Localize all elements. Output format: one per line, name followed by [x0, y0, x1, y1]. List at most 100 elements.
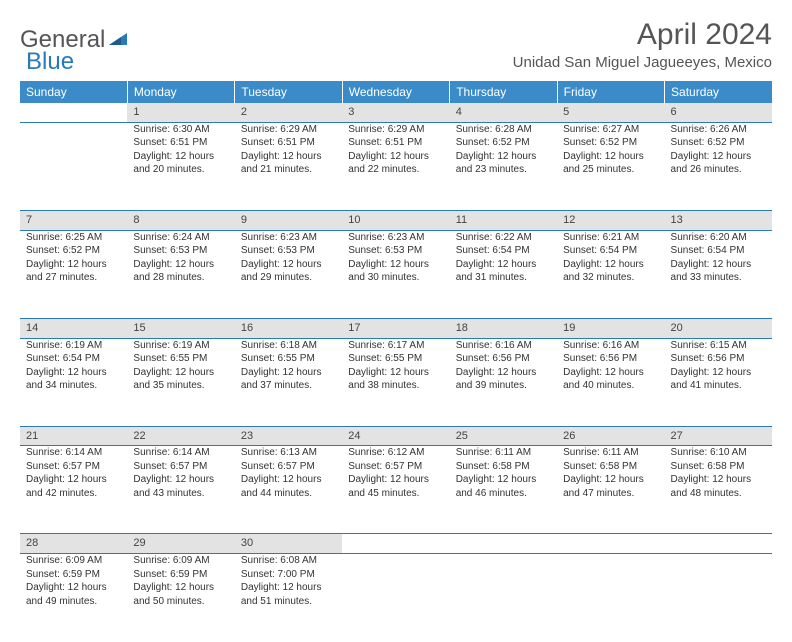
- daylight-text: and 40 minutes.: [563, 379, 658, 393]
- sunrise-text: Sunrise: 6:18 AM: [241, 339, 336, 353]
- sunrise-text: Sunrise: 6:24 AM: [133, 231, 228, 245]
- daylight-text: and 31 minutes.: [456, 271, 551, 285]
- day-cell: Sunrise: 6:19 AMSunset: 6:54 PMDaylight:…: [20, 338, 127, 426]
- daylight-text: Daylight: 12 hours: [26, 258, 121, 272]
- day-cell: Sunrise: 6:11 AMSunset: 6:58 PMDaylight:…: [450, 446, 557, 534]
- sunset-text: Sunset: 6:56 PM: [563, 352, 658, 366]
- sunset-text: Sunset: 6:54 PM: [563, 244, 658, 258]
- day-number-row: 282930: [20, 534, 772, 554]
- day-number: 20: [665, 318, 772, 338]
- day-number: [342, 534, 449, 554]
- day-number: 11: [450, 210, 557, 230]
- sunrise-text: Sunrise: 6:15 AM: [671, 339, 766, 353]
- daylight-text: Daylight: 12 hours: [671, 473, 766, 487]
- sunset-text: Sunset: 6:56 PM: [456, 352, 551, 366]
- day-cell: Sunrise: 6:09 AMSunset: 6:59 PMDaylight:…: [127, 554, 234, 642]
- daylight-text: and 43 minutes.: [133, 487, 228, 501]
- day-cell: Sunrise: 6:29 AMSunset: 6:51 PMDaylight:…: [342, 122, 449, 210]
- day-cell: Sunrise: 6:09 AMSunset: 6:59 PMDaylight:…: [20, 554, 127, 642]
- week-row: Sunrise: 6:14 AMSunset: 6:57 PMDaylight:…: [20, 446, 772, 534]
- day-number: 17: [342, 318, 449, 338]
- daylight-text: and 33 minutes.: [671, 271, 766, 285]
- sunset-text: Sunset: 7:00 PM: [241, 568, 336, 582]
- sunrise-text: Sunrise: 6:12 AM: [348, 446, 443, 460]
- day-cell: Sunrise: 6:16 AMSunset: 6:56 PMDaylight:…: [450, 338, 557, 426]
- day-number: 14: [20, 318, 127, 338]
- daylight-text: Daylight: 12 hours: [456, 473, 551, 487]
- weekday-header: Sunday: [20, 81, 127, 103]
- day-number: [665, 534, 772, 554]
- sunrise-text: Sunrise: 6:25 AM: [26, 231, 121, 245]
- day-cell: Sunrise: 6:28 AMSunset: 6:52 PMDaylight:…: [450, 122, 557, 210]
- day-number: 7: [20, 210, 127, 230]
- daylight-text: Daylight: 12 hours: [456, 258, 551, 272]
- daylight-text: Daylight: 12 hours: [241, 150, 336, 164]
- daylight-text: Daylight: 12 hours: [241, 581, 336, 595]
- sunset-text: Sunset: 6:51 PM: [133, 136, 228, 150]
- sunset-text: Sunset: 6:54 PM: [456, 244, 551, 258]
- sunset-text: Sunset: 6:58 PM: [563, 460, 658, 474]
- day-number: 4: [450, 103, 557, 122]
- daylight-text: and 49 minutes.: [26, 595, 121, 609]
- daylight-text: and 42 minutes.: [26, 487, 121, 501]
- daylight-text: Daylight: 12 hours: [348, 258, 443, 272]
- sunrise-text: Sunrise: 6:26 AM: [671, 123, 766, 137]
- day-cell: Sunrise: 6:12 AMSunset: 6:57 PMDaylight:…: [342, 446, 449, 534]
- header: General April 2024 Unidad San Miguel Jag…: [20, 18, 772, 71]
- day-cell: Sunrise: 6:30 AMSunset: 6:51 PMDaylight:…: [127, 122, 234, 210]
- day-number: [20, 103, 127, 122]
- day-number: 23: [235, 426, 342, 446]
- weekday-header: Thursday: [450, 81, 557, 103]
- daylight-text: Daylight: 12 hours: [133, 150, 228, 164]
- day-cell: [557, 554, 664, 642]
- sunrise-text: Sunrise: 6:14 AM: [133, 446, 228, 460]
- daylight-text: Daylight: 12 hours: [133, 473, 228, 487]
- day-number: 30: [235, 534, 342, 554]
- day-number: [450, 534, 557, 554]
- sunset-text: Sunset: 6:51 PM: [241, 136, 336, 150]
- sunrise-text: Sunrise: 6:28 AM: [456, 123, 551, 137]
- daylight-text: Daylight: 12 hours: [563, 258, 658, 272]
- sunset-text: Sunset: 6:59 PM: [26, 568, 121, 582]
- day-cell: Sunrise: 6:29 AMSunset: 6:51 PMDaylight:…: [235, 122, 342, 210]
- weekday-header: Wednesday: [342, 81, 449, 103]
- week-row: Sunrise: 6:09 AMSunset: 6:59 PMDaylight:…: [20, 554, 772, 642]
- sunrise-text: Sunrise: 6:09 AM: [26, 554, 121, 568]
- day-cell: Sunrise: 6:11 AMSunset: 6:58 PMDaylight:…: [557, 446, 664, 534]
- sunset-text: Sunset: 6:57 PM: [26, 460, 121, 474]
- day-cell: Sunrise: 6:27 AMSunset: 6:52 PMDaylight:…: [557, 122, 664, 210]
- sunrise-text: Sunrise: 6:17 AM: [348, 339, 443, 353]
- day-number: 19: [557, 318, 664, 338]
- daylight-text: Daylight: 12 hours: [26, 366, 121, 380]
- day-cell: [450, 554, 557, 642]
- daylight-text: and 20 minutes.: [133, 163, 228, 177]
- day-cell: Sunrise: 6:18 AMSunset: 6:55 PMDaylight:…: [235, 338, 342, 426]
- daylight-text: and 51 minutes.: [241, 595, 336, 609]
- sunrise-text: Sunrise: 6:11 AM: [456, 446, 551, 460]
- location: Unidad San Miguel Jagueeyes, Mexico: [513, 54, 772, 71]
- daylight-text: and 46 minutes.: [456, 487, 551, 501]
- title-block: April 2024 Unidad San Miguel Jagueeyes, …: [513, 18, 772, 71]
- daylight-text: and 21 minutes.: [241, 163, 336, 177]
- daylight-text: Daylight: 12 hours: [671, 366, 766, 380]
- sunrise-text: Sunrise: 6:19 AM: [133, 339, 228, 353]
- sunset-text: Sunset: 6:55 PM: [241, 352, 336, 366]
- sunset-text: Sunset: 6:58 PM: [671, 460, 766, 474]
- daylight-text: Daylight: 12 hours: [133, 581, 228, 595]
- day-number: 18: [450, 318, 557, 338]
- day-number: [557, 534, 664, 554]
- day-cell: Sunrise: 6:23 AMSunset: 6:53 PMDaylight:…: [342, 230, 449, 318]
- sunset-text: Sunset: 6:54 PM: [671, 244, 766, 258]
- day-number: 10: [342, 210, 449, 230]
- sunset-text: Sunset: 6:53 PM: [241, 244, 336, 258]
- daylight-text: Daylight: 12 hours: [26, 581, 121, 595]
- sunrise-text: Sunrise: 6:29 AM: [348, 123, 443, 137]
- day-number: 29: [127, 534, 234, 554]
- sunset-text: Sunset: 6:57 PM: [133, 460, 228, 474]
- daylight-text: and 32 minutes.: [563, 271, 658, 285]
- daylight-text: and 25 minutes.: [563, 163, 658, 177]
- day-cell: Sunrise: 6:14 AMSunset: 6:57 PMDaylight:…: [20, 446, 127, 534]
- daylight-text: Daylight: 12 hours: [456, 366, 551, 380]
- day-number: 26: [557, 426, 664, 446]
- daylight-text: and 35 minutes.: [133, 379, 228, 393]
